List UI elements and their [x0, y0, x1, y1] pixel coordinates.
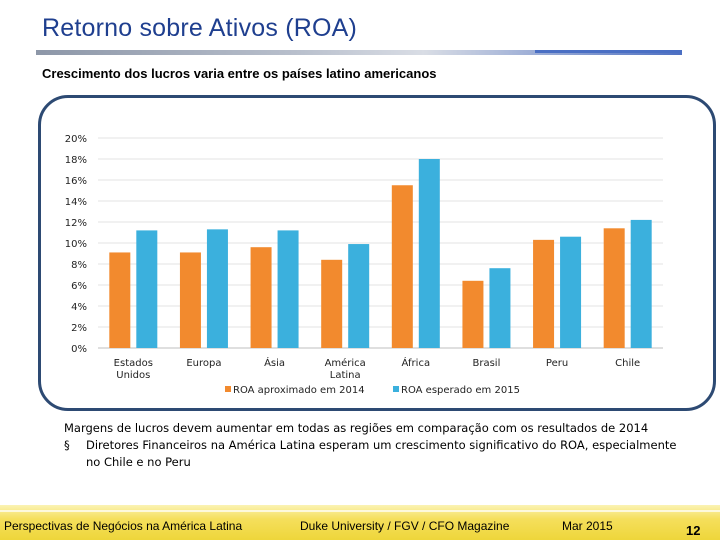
- bar-roa-2015: [206, 229, 228, 348]
- bar-roa-2015: [418, 159, 440, 348]
- bar-roa-2015: [348, 244, 370, 348]
- bar-roa-2014: [603, 228, 625, 348]
- bar-roa-2014: [533, 239, 555, 348]
- notes-block: Margens de lucros devem aumentar em toda…: [64, 420, 694, 471]
- legend-swatch: [393, 386, 399, 392]
- footer-title: Perspectivas de Negócios na América Lati…: [4, 519, 243, 533]
- title-divider: [36, 50, 682, 55]
- bar-roa-2015: [560, 236, 582, 348]
- x-tick-label: Peru: [546, 358, 568, 369]
- y-tick-label: 2%: [71, 323, 87, 334]
- legend-label: ROA aproximado em 2014: [233, 385, 365, 396]
- bar-roa-2014: [109, 252, 131, 348]
- y-tick-label: 18%: [65, 155, 87, 166]
- x-tick-label: América Latina: [325, 357, 366, 381]
- title-divider-accent: [535, 50, 682, 53]
- page-number: 12: [686, 523, 701, 538]
- x-tick-label: Europa: [186, 358, 221, 369]
- slide-title: Retorno sobre Ativos (ROA): [42, 14, 358, 42]
- bar-roa-2015: [630, 219, 652, 348]
- y-tick-label: 12%: [65, 218, 87, 229]
- legend-label: ROA esperado em 2015: [401, 385, 520, 396]
- y-tick-label: 14%: [65, 197, 87, 208]
- notes-bullet-text: Diretores Financeiros na América Latina …: [86, 438, 677, 469]
- legend-swatch: [225, 386, 231, 392]
- bar-roa-2014: [391, 185, 413, 348]
- bar-roa-2015: [136, 230, 158, 348]
- x-tick-label: Chile: [615, 358, 640, 369]
- x-tick-label: África: [402, 356, 431, 369]
- y-tick-label: 8%: [71, 260, 87, 271]
- x-tick-label: Ásia: [264, 356, 285, 369]
- y-tick-label: 16%: [65, 176, 87, 187]
- bar-roa-2015: [277, 230, 299, 348]
- footer-source: Duke University / FGV / CFO Magazine: [300, 519, 510, 533]
- bar-roa-2015: [489, 268, 511, 348]
- bar-roa-2014: [250, 247, 272, 348]
- bullet-icon: §: [64, 438, 70, 452]
- footer-date: Mar 2015: [562, 519, 613, 533]
- x-tick-label: Estados Unidos: [114, 358, 153, 381]
- y-tick-label: 10%: [65, 239, 87, 250]
- bar-roa-2014: [321, 259, 343, 348]
- notes-bullet: § Diretores Financeiros na América Latin…: [64, 437, 694, 471]
- x-tick-label: Brasil: [473, 358, 501, 369]
- y-tick-label: 20%: [65, 134, 87, 145]
- y-tick-label: 6%: [71, 281, 87, 292]
- y-tick-label: 0%: [71, 344, 87, 355]
- notes-headline: Margens de lucros devem aumentar em toda…: [64, 421, 649, 435]
- footer-divider: [0, 510, 720, 512]
- bar-roa-2014: [462, 280, 484, 348]
- y-tick-label: 4%: [71, 302, 87, 313]
- bar-roa-2014: [179, 252, 201, 348]
- slide-subtitle: Crescimento dos lucros varia entre os pa…: [42, 66, 437, 81]
